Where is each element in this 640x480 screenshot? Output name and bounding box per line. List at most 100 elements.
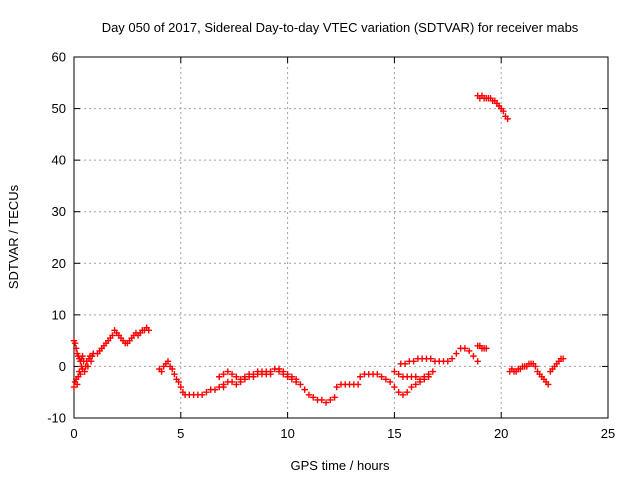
series-seg-a xyxy=(70,337,86,365)
data-point xyxy=(220,381,227,388)
data-points xyxy=(70,92,567,406)
data-point xyxy=(216,373,223,380)
data-point xyxy=(275,368,283,375)
data-point xyxy=(74,381,81,388)
series-seg-b xyxy=(70,350,97,391)
data-point xyxy=(357,373,364,380)
data-point xyxy=(109,332,116,339)
data-point xyxy=(175,378,182,386)
data-point xyxy=(305,391,313,398)
data-point xyxy=(382,376,390,383)
plot-frame xyxy=(73,56,609,419)
series-seg-q xyxy=(534,355,567,388)
x-tick-label: 10 xyxy=(280,426,294,441)
series-seg-j xyxy=(333,381,362,391)
data-point xyxy=(504,115,511,123)
data-point xyxy=(145,327,152,334)
x-axis-label: GPS time / hours xyxy=(291,458,390,473)
data-point xyxy=(331,394,338,401)
axis-ticks xyxy=(73,56,609,419)
data-point xyxy=(228,370,236,378)
y-tick-label: 30 xyxy=(52,204,66,219)
data-point xyxy=(87,358,95,365)
data-point xyxy=(421,373,428,380)
data-point xyxy=(284,373,291,380)
data-point xyxy=(177,383,184,391)
data-point xyxy=(391,383,398,391)
data-point xyxy=(429,368,437,375)
data-point xyxy=(220,370,227,378)
series-seg-p xyxy=(506,360,539,375)
data-point xyxy=(241,373,249,380)
chart-title: Day 050 of 2017, Sidereal Day-to-day VTE… xyxy=(102,20,579,35)
data-point xyxy=(158,368,165,375)
data-point xyxy=(333,383,340,391)
data-point xyxy=(237,378,244,386)
data-point xyxy=(198,391,206,398)
data-point xyxy=(77,370,84,378)
data-point xyxy=(444,358,451,365)
data-point xyxy=(310,394,317,401)
data-point xyxy=(169,365,176,373)
series-seg-i xyxy=(275,368,338,406)
data-point xyxy=(401,360,409,368)
data-point xyxy=(374,370,381,378)
data-point xyxy=(224,368,231,375)
series-seg-e xyxy=(156,358,227,398)
data-point xyxy=(395,389,402,396)
data-point xyxy=(297,381,304,388)
data-point xyxy=(280,370,287,378)
data-point xyxy=(453,350,460,357)
data-point xyxy=(211,386,219,393)
series-seg-k xyxy=(357,368,437,398)
data-point xyxy=(461,345,469,352)
y-tick-labels: -10 0 10 20 30 40 50 60 xyxy=(47,50,66,426)
data-point xyxy=(404,389,411,396)
data-point xyxy=(79,352,86,360)
series-seg-l xyxy=(391,368,432,383)
x-tick-labels: 0 5 10 15 20 25 xyxy=(70,426,615,441)
data-point xyxy=(544,381,552,388)
series-seg-n xyxy=(474,342,490,352)
data-point xyxy=(399,391,407,398)
data-point xyxy=(391,368,398,375)
data-point xyxy=(327,396,334,404)
y-tick-label: 40 xyxy=(52,153,66,168)
data-point xyxy=(233,373,240,380)
data-point xyxy=(292,378,300,386)
data-point xyxy=(408,383,415,391)
data-point xyxy=(412,381,419,388)
series-seg-m xyxy=(397,345,481,368)
x-tick-label: 5 xyxy=(177,426,184,441)
data-point xyxy=(470,352,477,360)
data-point xyxy=(425,370,432,378)
data-point xyxy=(267,368,274,375)
data-point xyxy=(233,381,240,388)
data-point xyxy=(410,358,417,365)
series-seg-o xyxy=(474,92,511,123)
data-point xyxy=(378,373,385,380)
data-point xyxy=(263,370,270,378)
x-tick-label: 20 xyxy=(494,426,508,441)
series-seg-c xyxy=(94,327,129,357)
y-tick-label: 0 xyxy=(59,359,66,374)
data-point xyxy=(171,370,178,378)
y-axis-label: SDTVAR / TECUs xyxy=(6,184,21,289)
data-point xyxy=(70,383,78,391)
data-point xyxy=(203,389,210,396)
data-point xyxy=(412,373,419,380)
data-point xyxy=(301,386,308,393)
series-seg-d xyxy=(124,324,152,347)
y-tick-label: 60 xyxy=(52,50,66,65)
data-point xyxy=(465,347,473,355)
y-tick-label: -10 xyxy=(47,411,66,426)
x-tick-label: 15 xyxy=(387,426,401,441)
data-point xyxy=(416,376,424,383)
data-point xyxy=(386,378,394,386)
data-point xyxy=(288,376,296,383)
data-point xyxy=(228,378,236,386)
series-seg-f xyxy=(216,368,244,383)
y-tick-label: 50 xyxy=(52,101,66,116)
data-point xyxy=(81,368,88,375)
